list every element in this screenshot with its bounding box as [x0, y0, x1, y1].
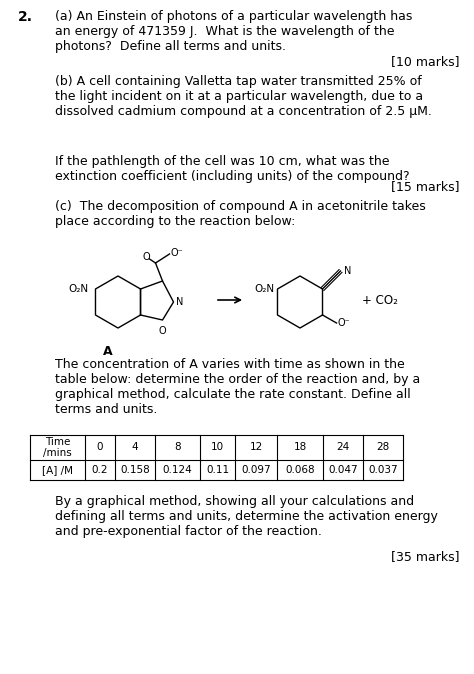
Text: [15 marks]: [15 marks]: [392, 180, 460, 193]
Text: 0.124: 0.124: [163, 465, 192, 475]
Text: 10: 10: [211, 443, 224, 452]
Text: 4: 4: [132, 443, 138, 452]
Text: O⁻: O⁻: [171, 248, 183, 258]
Text: [35 marks]: [35 marks]: [392, 550, 460, 563]
Text: 0.068: 0.068: [285, 465, 315, 475]
Text: O: O: [159, 326, 166, 336]
Text: O₂N: O₂N: [68, 284, 89, 294]
Text: A: A: [103, 345, 113, 358]
Text: [A] /M: [A] /M: [42, 465, 73, 475]
Text: [10 marks]: [10 marks]: [392, 55, 460, 68]
Text: 0.11: 0.11: [206, 465, 229, 475]
Text: Time
/mins: Time /mins: [43, 437, 72, 458]
Text: 0.097: 0.097: [241, 465, 271, 475]
Text: By a graphical method, showing all your calculations and
defining all terms and : By a graphical method, showing all your …: [55, 495, 438, 538]
Text: 18: 18: [293, 443, 307, 452]
Text: (c)  The decomposition of compound A in acetonitrile takes
place according to th: (c) The decomposition of compound A in a…: [55, 200, 426, 228]
Text: 0.047: 0.047: [328, 465, 358, 475]
Text: (b) A cell containing Valletta tap water transmitted 25% of
the light incident o: (b) A cell containing Valletta tap water…: [55, 75, 432, 118]
Text: O₂N: O₂N: [255, 284, 274, 294]
Text: + CO₂: + CO₂: [362, 293, 398, 307]
Text: 8: 8: [174, 443, 181, 452]
Text: O: O: [143, 252, 150, 262]
Text: O⁻: O⁻: [337, 318, 350, 328]
Text: If the pathlength of the cell was 10 cm, what was the
extinction coefficient (in: If the pathlength of the cell was 10 cm,…: [55, 155, 410, 183]
Text: 2.: 2.: [18, 10, 33, 24]
Text: 28: 28: [376, 443, 390, 452]
Text: The concentration of A varies with time as shown in the
table below: determine t: The concentration of A varies with time …: [55, 358, 420, 416]
Text: 12: 12: [249, 443, 263, 452]
Text: N: N: [344, 266, 351, 276]
Text: 0.037: 0.037: [368, 465, 398, 475]
Text: 0.158: 0.158: [120, 465, 150, 475]
Text: 0: 0: [97, 443, 103, 452]
Text: 0.2: 0.2: [92, 465, 108, 475]
Text: N: N: [175, 297, 183, 307]
Text: 24: 24: [337, 443, 350, 452]
Text: (a) An Einstein of photons of a particular wavelength has
an energy of 471359 J.: (a) An Einstein of photons of a particul…: [55, 10, 412, 53]
